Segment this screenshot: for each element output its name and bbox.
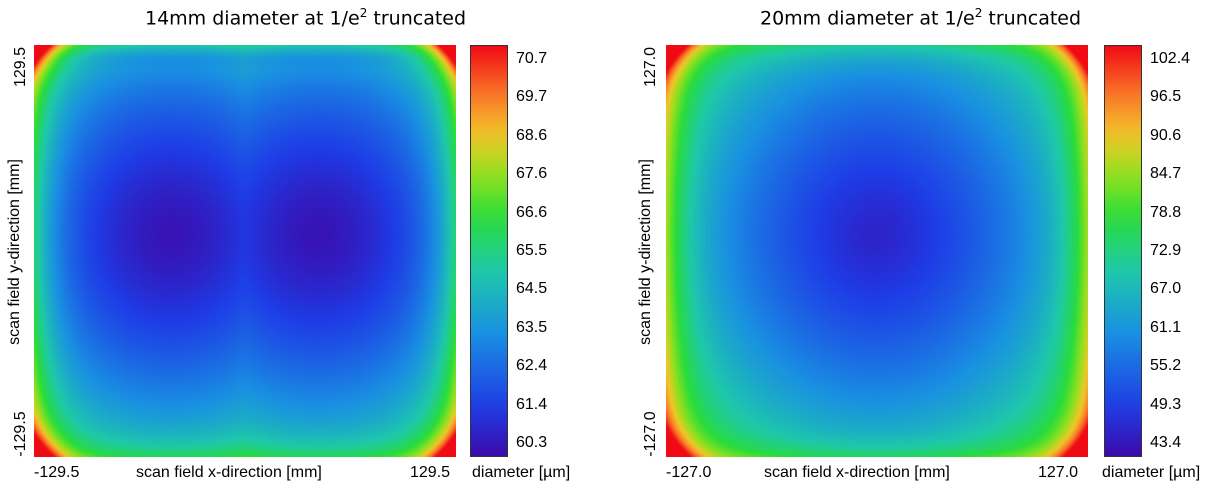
colorbar-tick-label: 84.7 bbox=[1150, 165, 1182, 183]
colorbar-tick-label: 61.1 bbox=[1150, 318, 1182, 336]
colorbar-tick-label: 65.5 bbox=[516, 242, 548, 259]
x-tick-max: 129.5 bbox=[410, 464, 451, 481]
heatmap-20mm bbox=[666, 45, 1088, 457]
colorbar-tick-label: 62.4 bbox=[516, 357, 548, 375]
colorbar bbox=[470, 45, 508, 457]
colorbar-tick-label: 72.9 bbox=[1150, 242, 1182, 259]
chart-title: 20mm diameter at 1/e2 truncated bbox=[760, 6, 1082, 30]
x-axis-label: scan field x-direction [mm] bbox=[764, 464, 950, 481]
y-axis-label: scan field y-direction [mm] bbox=[637, 159, 654, 345]
colorbar-tick-label: 63.5 bbox=[516, 318, 548, 336]
colorbar-tick-label: 66.6 bbox=[516, 203, 548, 221]
x-axis-label: scan field x-direction [mm] bbox=[136, 464, 322, 481]
colorbar-tick-label: 67.6 bbox=[516, 165, 548, 183]
colorbar-tick-label: 96.5 bbox=[1150, 88, 1182, 106]
y-tick-max: 129.5 bbox=[12, 46, 29, 88]
colorbar-tick-label: 61.4 bbox=[516, 395, 548, 413]
x-tick-min: -129.5 bbox=[34, 464, 80, 481]
colorbar-tick-label: 69.7 bbox=[516, 88, 548, 106]
colorbar-ticks: 102.4 96.5 90.6 84.7 78.8 72.9 67.0 61.1 55.2 49.… bbox=[1150, 45, 1220, 457]
colorbar-tick-label: 78.8 bbox=[1150, 203, 1182, 221]
colorbar-ticks: 70.7 69.7 68.6 67.6 66.6 65.5 64.5 63.5 62.4 61.4… bbox=[516, 45, 586, 457]
y-tick-max: 127.0 bbox=[642, 46, 659, 88]
chart-panel-14mm: 14mm diameter at 1/e2 truncated scan fie… bbox=[6, 6, 586, 481]
heatmap-canvas bbox=[666, 45, 1088, 457]
colorbar-tick-label: 43.4 bbox=[1150, 434, 1182, 451]
heatmap-canvas bbox=[34, 45, 456, 457]
colorbar-tick-label: 102.4 bbox=[1150, 50, 1191, 67]
y-axis-label: scan field y-direction [mm] bbox=[6, 159, 23, 345]
colorbar-label: diameter [µm] bbox=[472, 464, 571, 481]
colorbar-tick-label: 90.6 bbox=[1150, 126, 1182, 144]
y-tick-min: -127.0 bbox=[642, 411, 659, 457]
chart-panel-20mm: 20mm diameter at 1/e2 truncated scan fie… bbox=[616, 0, 1232, 491]
colorbar-tick-label: 49.3 bbox=[1150, 395, 1182, 413]
y-tick-min: -129.5 bbox=[12, 411, 29, 457]
x-tick-min: -127.0 bbox=[666, 464, 712, 481]
colorbar bbox=[1104, 45, 1142, 457]
colorbar-tick-label: 60.3 bbox=[516, 434, 548, 451]
heatmap-14mm bbox=[34, 45, 456, 457]
x-tick-max: 127.0 bbox=[1038, 464, 1079, 481]
colorbar-tick-label: 68.6 bbox=[516, 126, 548, 144]
colorbar-label: diameter [µm] bbox=[1102, 464, 1201, 481]
colorbar-tick-label: 70.7 bbox=[516, 50, 548, 67]
colorbar-tick-label: 55.2 bbox=[1150, 357, 1182, 375]
chart-title: 14mm diameter at 1/e2 truncated bbox=[145, 6, 467, 30]
colorbar-tick-label: 64.5 bbox=[516, 280, 548, 298]
colorbar-tick-label: 67.0 bbox=[1150, 280, 1182, 298]
